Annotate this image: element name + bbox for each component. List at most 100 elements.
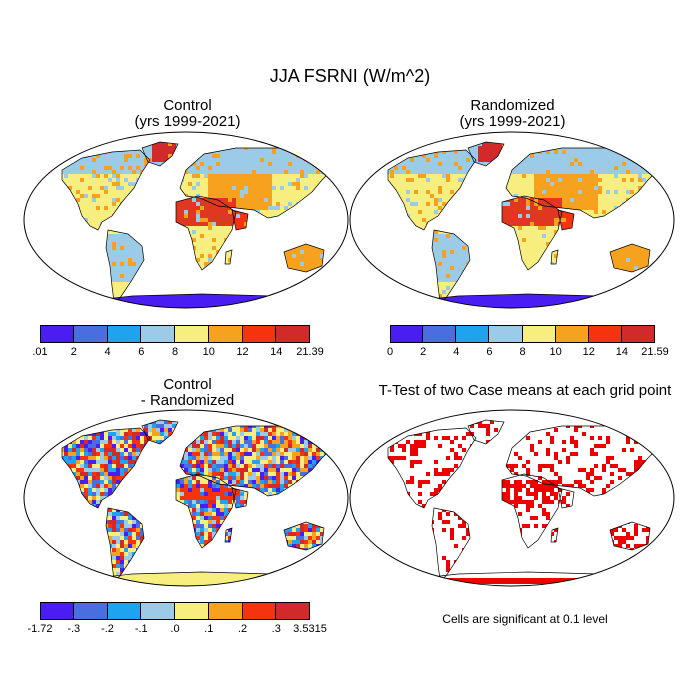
grid-cell	[216, 158, 220, 162]
grid-cell	[530, 226, 534, 230]
grid-cell	[398, 146, 402, 150]
grid-cell	[402, 186, 406, 190]
grid-cell	[104, 154, 108, 158]
grid-cell	[300, 178, 304, 182]
grid-cell	[502, 218, 506, 222]
grid-cell	[196, 182, 200, 186]
grid-cell	[76, 290, 80, 294]
grid-cell	[116, 198, 120, 202]
grid-cell	[546, 234, 550, 238]
grid-cell	[634, 158, 638, 162]
grid-cell	[304, 186, 308, 190]
grid-cell	[538, 234, 542, 238]
grid-cell	[272, 202, 276, 206]
grid-cell	[654, 170, 658, 174]
grid-cell	[72, 298, 76, 302]
grid-cell	[312, 286, 316, 290]
grid-cell	[324, 274, 328, 278]
grid-cell	[116, 194, 120, 198]
grid-cell	[240, 202, 244, 206]
grid-cell	[120, 278, 124, 282]
grid-cell	[204, 262, 208, 266]
grid-cell	[104, 166, 108, 170]
grid-cell	[618, 166, 622, 170]
grid-cell	[88, 170, 92, 174]
grid-cell	[132, 154, 136, 158]
grid-cell	[646, 166, 650, 170]
grid-cell	[570, 166, 574, 170]
grid-cell	[438, 238, 442, 242]
grid-cell	[398, 190, 402, 194]
grid-cell	[462, 166, 466, 170]
grid-cell	[426, 214, 430, 218]
grid-cell	[482, 158, 486, 162]
grid-cell	[534, 190, 538, 194]
grid-cell	[136, 262, 140, 266]
grid-cell	[128, 278, 132, 282]
grid-cell	[184, 218, 188, 222]
grid-cell	[638, 170, 642, 174]
grid-cell	[212, 162, 216, 166]
grid-cell	[80, 202, 84, 206]
grid-cell	[510, 214, 514, 218]
grid-cell	[312, 254, 316, 258]
grid-cell	[426, 202, 430, 206]
grid-cell	[406, 158, 410, 162]
grid-cell	[212, 182, 216, 186]
grid-cell	[614, 170, 618, 174]
figure-title: JJA FSRNI (W/m^2)	[269, 66, 431, 86]
grid-cell	[538, 182, 542, 186]
grid-cell	[506, 182, 510, 186]
grid-cell	[332, 294, 336, 298]
grid-cell	[108, 178, 112, 182]
grid-cell	[406, 198, 410, 202]
grid-cell	[112, 170, 116, 174]
grid-cell	[192, 182, 196, 186]
grid-cell	[140, 158, 144, 162]
grid-cell	[422, 182, 426, 186]
grid-cell	[316, 174, 320, 178]
grid-cell	[88, 174, 92, 178]
grid-cell	[196, 218, 200, 222]
grid-cell	[438, 158, 442, 162]
grid-cell	[244, 198, 248, 202]
grid-cell	[292, 202, 296, 206]
grid-cell	[530, 218, 534, 222]
grid-cell	[300, 298, 304, 302]
grid-cell	[418, 142, 422, 146]
grid-cell	[220, 190, 224, 194]
grid-cell	[410, 166, 414, 170]
grid-cell	[132, 158, 136, 162]
grid-cell	[196, 210, 200, 214]
grid-cell	[570, 154, 574, 158]
grid-cell	[308, 146, 312, 150]
grid-cell	[200, 258, 204, 262]
grid-cell	[88, 298, 92, 302]
grid-cell	[378, 142, 382, 146]
grid-cell	[546, 202, 550, 206]
grid-cell	[292, 186, 296, 190]
grid-cell	[422, 194, 426, 198]
grid-cell	[64, 286, 68, 290]
grid-cell	[458, 154, 462, 158]
grid-cell	[602, 202, 606, 206]
grid-cell	[646, 150, 650, 154]
grid-cell	[296, 162, 300, 166]
grid-cell	[268, 138, 272, 142]
grid-cell	[390, 150, 394, 154]
grid-cell	[236, 166, 240, 170]
grid-cell	[184, 174, 188, 178]
grid-cell	[204, 222, 208, 226]
grid-cell	[566, 178, 570, 182]
grid-cell	[260, 166, 264, 170]
grid-cell	[84, 142, 88, 146]
grid-cell	[296, 246, 300, 250]
grid-cell	[378, 154, 382, 158]
grid-cell	[268, 214, 272, 218]
grid-cell	[120, 198, 124, 202]
grid-cell	[586, 166, 590, 170]
grid-cell	[324, 266, 328, 270]
grid-cell	[116, 154, 120, 158]
grid-cell	[220, 242, 224, 246]
grid-cell	[590, 166, 594, 170]
